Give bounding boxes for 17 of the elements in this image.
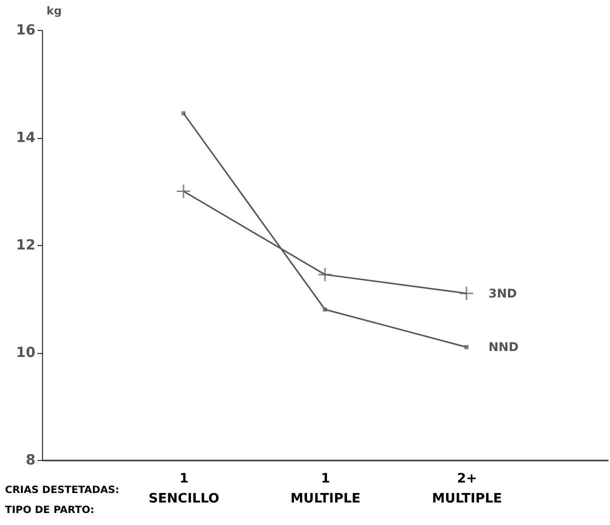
x-tick-label: 1 MULTIPLE: [290, 472, 361, 506]
point: [318, 267, 332, 282]
y-tick-label: 16: [16, 22, 36, 38]
text: CRIAS DESTETADAS:: [5, 485, 120, 496]
point: [459, 286, 474, 301]
y-axis-title: kg: [46, 4, 62, 18]
y-tick-label: 10: [16, 345, 36, 361]
y-tick-label: 8: [26, 452, 36, 468]
point: [181, 111, 186, 116]
series-label: 3ND: [488, 286, 517, 300]
x-tick-label: 2+ MULTIPLE: [432, 472, 502, 506]
x-tick-label: 1 SENCILLO: [148, 472, 220, 506]
y-tick-label: 14: [16, 130, 36, 146]
series-label: NND: [488, 340, 519, 354]
y-tick-label: 12: [16, 238, 36, 254]
text: TIPO DE PARTO:: [5, 505, 94, 516]
point: [176, 184, 191, 199]
